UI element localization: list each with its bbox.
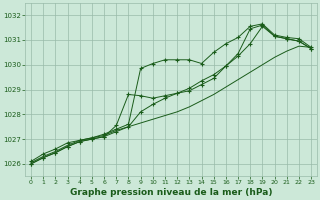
X-axis label: Graphe pression niveau de la mer (hPa): Graphe pression niveau de la mer (hPa) xyxy=(70,188,272,197)
